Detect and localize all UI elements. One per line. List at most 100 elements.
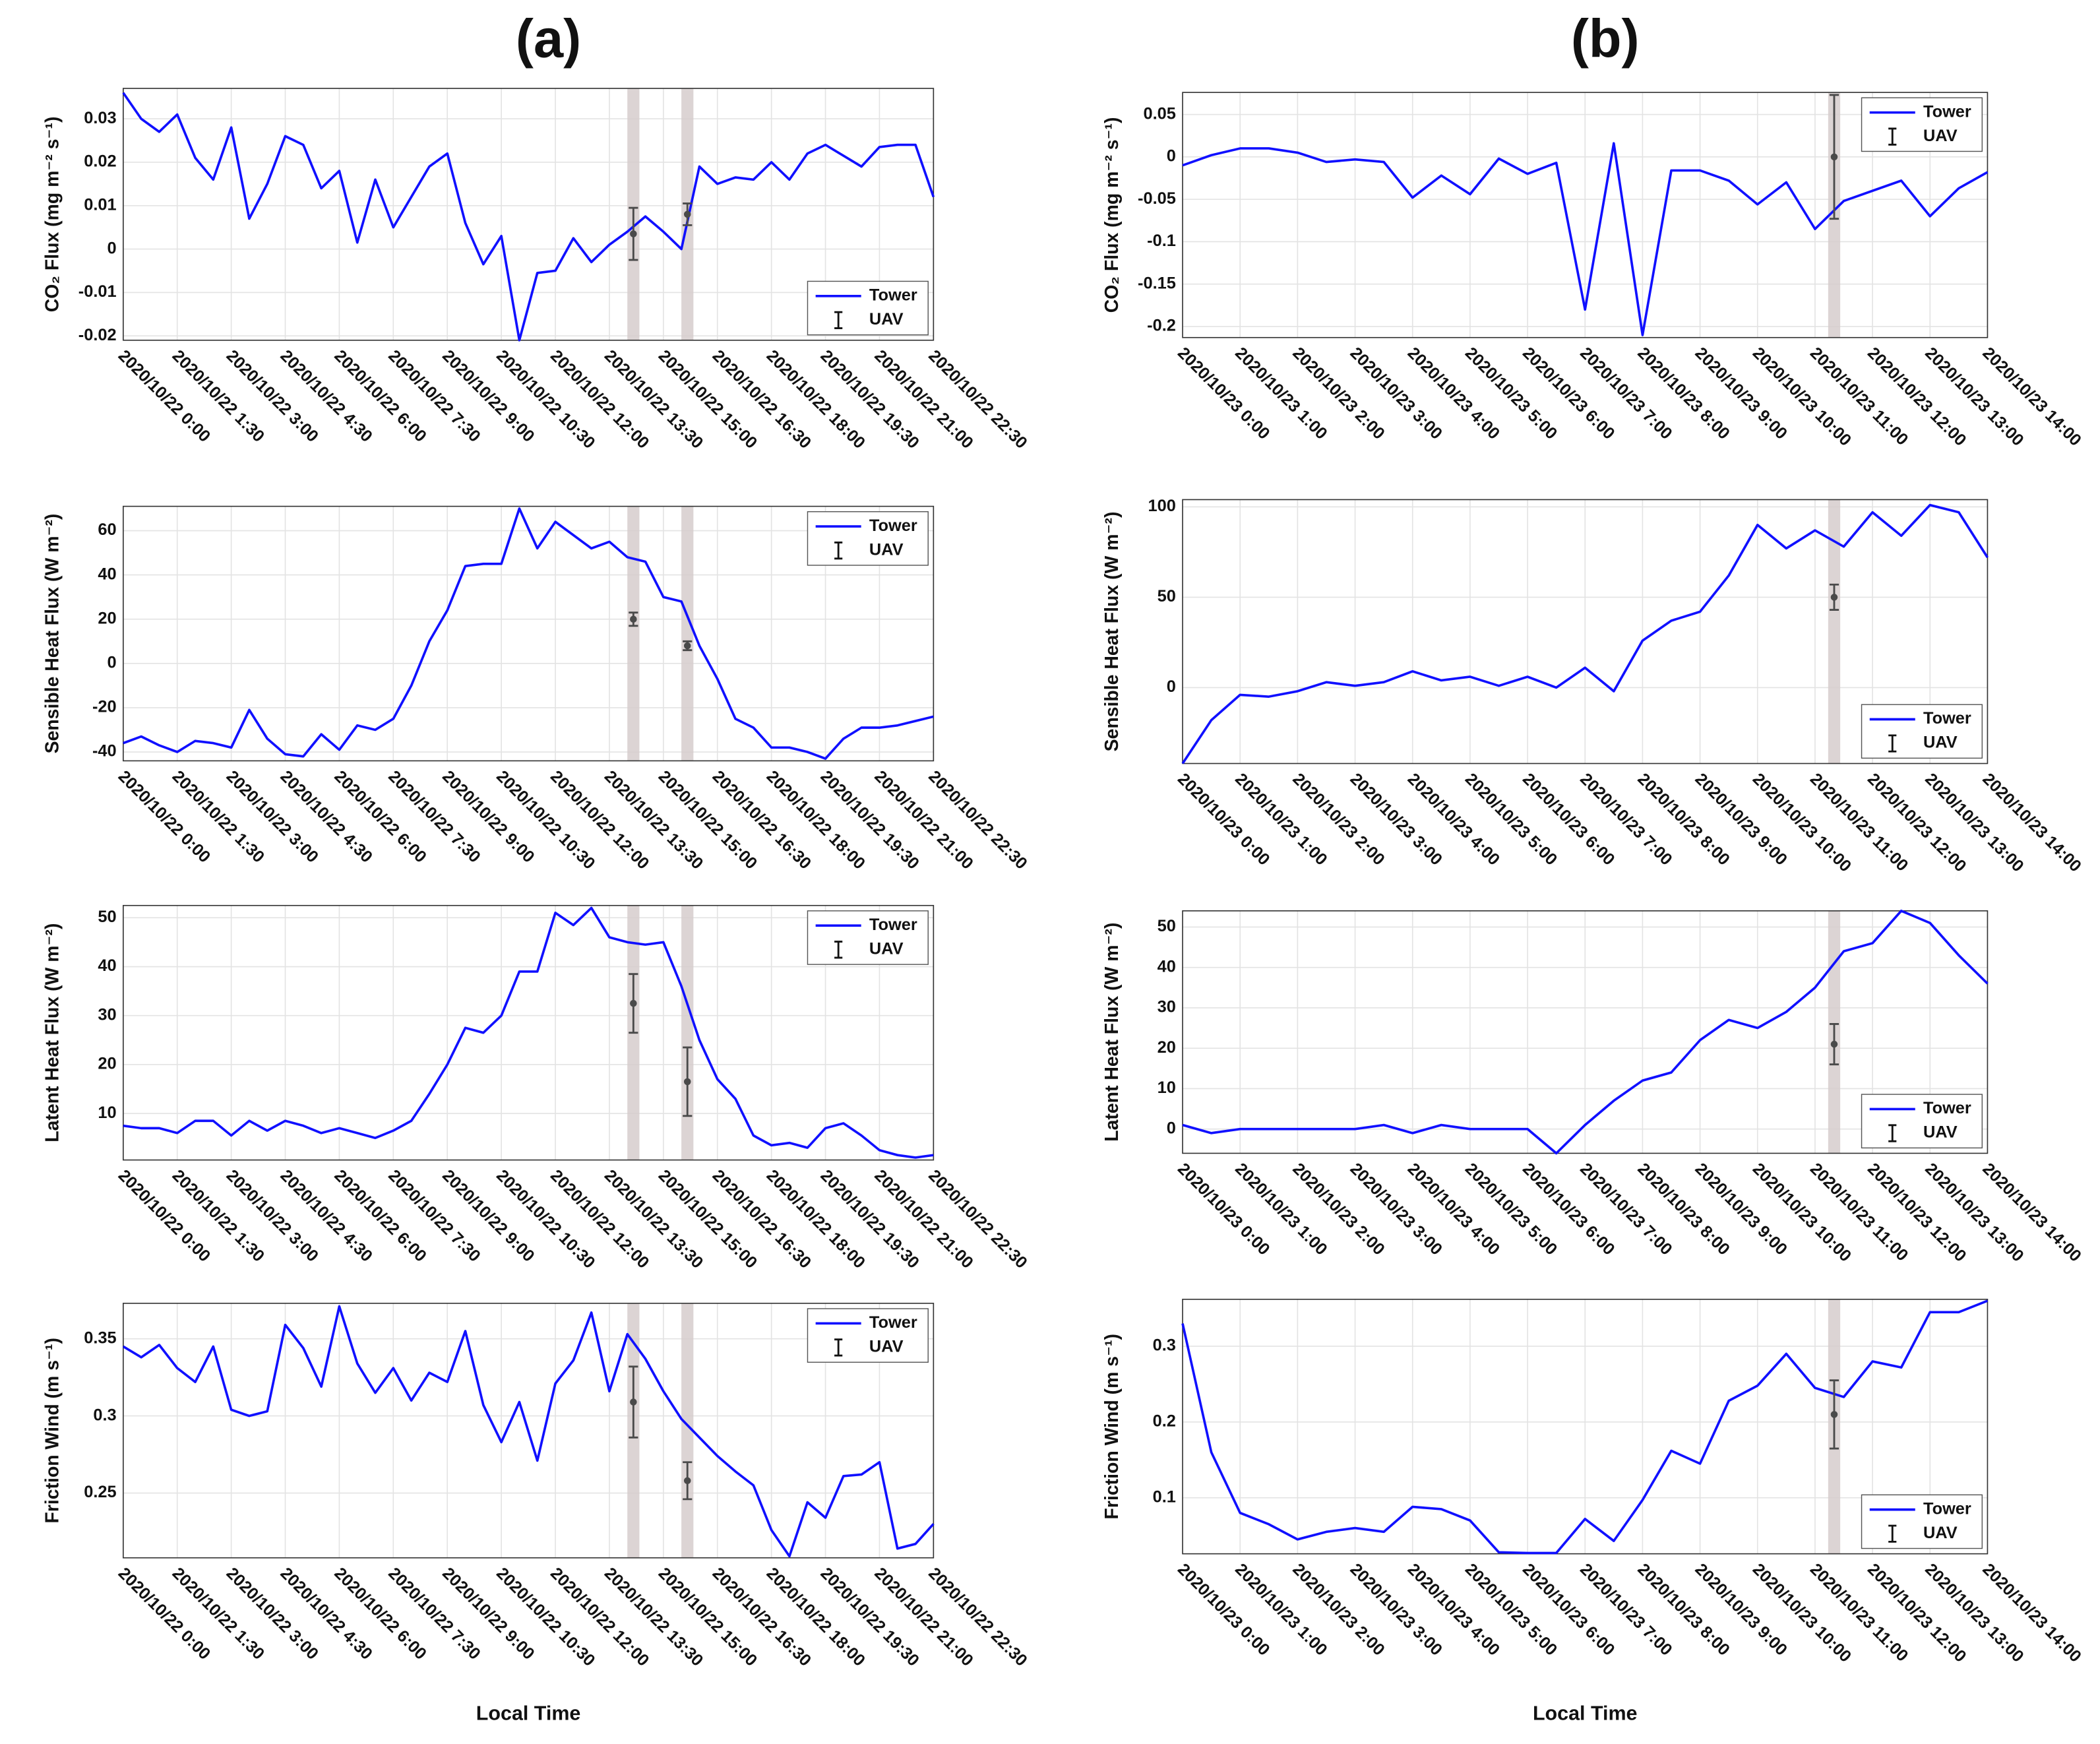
y-tick-label: 20	[98, 1055, 116, 1073]
x-tick-label: 2020/10/22 0:00	[115, 1166, 214, 1266]
flight-band	[1828, 499, 1841, 764]
y-axis-label: Friction Wind (m s⁻¹)	[1101, 1334, 1123, 1519]
x-tick-label: 2020/10/22 18:00	[763, 1166, 869, 1272]
x-tick-label: 2020/10/22 7:30	[385, 1166, 483, 1266]
x-tick-label: 2020/10/22 3:00	[223, 1564, 322, 1664]
x-tick-label: 2020/10/22 21:00	[871, 1564, 976, 1669]
y-tick-label: 10	[98, 1104, 116, 1122]
x-tick-label: 2020/10/22 22:30	[925, 346, 1030, 452]
tower-line	[1181, 1299, 1989, 1555]
legend-swatch	[834, 1338, 843, 1357]
uav-point	[630, 999, 637, 1007]
y-tick-label: 30	[1158, 998, 1176, 1016]
legend-swatch	[1888, 1124, 1897, 1142]
x-tick-label: 2020/10/23 10:00	[1749, 1160, 1855, 1265]
x-tick-label: 2020/10/22 1:30	[169, 346, 268, 446]
y-tick-label: 0.35	[84, 1328, 116, 1347]
x-tick-label: 2020/10/22 21:00	[871, 346, 976, 452]
x-tick-label: 2020/10/22 9:00	[439, 1564, 538, 1664]
plot-area	[123, 905, 934, 1160]
y-tick-label: 0.03	[84, 109, 116, 127]
x-tick-label: 2020/10/22 9:00	[439, 1166, 538, 1266]
x-tick-label: 2020/10/22 13:30	[601, 1564, 706, 1669]
y-axis-label: Sensible Heat Flux (W m⁻²)	[1101, 512, 1123, 752]
x-tick-label: 2020/10/23 12:00	[1864, 1160, 1969, 1265]
legend-box	[1861, 97, 1983, 152]
x-tick-label: 2020/10/23 13:00	[1921, 344, 2027, 449]
x-tick-label: 2020/10/22 6:00	[330, 346, 429, 446]
x-tick-label: 2020/10/22 22:30	[925, 767, 1030, 873]
x-tick-label: 2020/10/22 12:00	[547, 1564, 652, 1669]
legend-box	[807, 910, 929, 965]
x-tick-label: 2020/10/22 21:00	[871, 767, 976, 873]
x-tick-label: 2020/10/23 10:00	[1749, 344, 1855, 449]
x-tick-label: 2020/10/22 7:30	[385, 1564, 483, 1664]
x-tick-label: 2020/10/22 12:00	[547, 1166, 652, 1272]
flight-band	[681, 905, 694, 1160]
plot-frame	[123, 1303, 935, 1559]
y-tick-label: 40	[98, 565, 116, 583]
legend-label: Tower	[1923, 1499, 1971, 1518]
uav-point	[683, 1477, 691, 1485]
tower-line	[1181, 503, 1989, 764]
x-tick-label: 2020/10/22 0:00	[115, 346, 214, 446]
legend-label: Tower	[869, 286, 917, 304]
legend-box	[1861, 1494, 1983, 1549]
x-tick-label: 2020/10/22 16:30	[709, 1166, 815, 1272]
plot-frame	[1182, 1298, 1989, 1555]
y-tick-label: -40	[92, 742, 117, 761]
x-tick-label: 2020/10/22 22:30	[925, 1166, 1030, 1272]
x-tick-label: 2020/10/22 4:30	[276, 1166, 375, 1266]
legend-swatch	[834, 941, 843, 959]
x-tick-label: 2020/10/22 4:30	[276, 767, 375, 867]
uav-point	[630, 615, 637, 623]
x-tick-label: 2020/10/22 10:30	[493, 767, 598, 873]
plot-frame	[1182, 92, 1989, 338]
y-tick-label: 50	[1158, 587, 1176, 606]
legend-label: UAV	[869, 1338, 904, 1356]
uav-point	[630, 1398, 637, 1406]
y-tick-label: -0.1	[1147, 232, 1176, 250]
legend-label: UAV	[1923, 733, 1958, 752]
uav-point	[1830, 1411, 1838, 1418]
uav-point	[683, 210, 691, 218]
x-tick-label: 2020/10/22 7:30	[385, 767, 483, 867]
x-tick-label: 2020/10/22 12:00	[547, 767, 652, 873]
x-tick-label: 2020/10/22 3:00	[223, 1166, 322, 1266]
x-tick-label: 2020/10/22 19:30	[817, 1564, 922, 1669]
y-tick-label: 0.1	[1153, 1487, 1176, 1506]
legend-label: UAV	[1923, 127, 1958, 145]
uav-point	[630, 230, 637, 237]
x-tick-label: 2020/10/22 7:30	[385, 346, 483, 446]
y-tick-label: 0.25	[84, 1483, 116, 1501]
uav-point	[1830, 153, 1838, 161]
legend-label: UAV	[869, 310, 904, 328]
legend-swatch	[834, 542, 843, 560]
x-tick-label: 2020/10/23 11:00	[1807, 344, 1911, 449]
legend-swatch	[1888, 127, 1897, 146]
flight-band	[681, 1303, 694, 1558]
legend-label: Tower	[1923, 102, 1971, 121]
legend-swatch	[834, 311, 843, 329]
y-tick-label: -0.05	[1138, 189, 1176, 208]
x-tick-label: 2020/10/22 6:00	[330, 767, 429, 867]
x-tick-label: 2020/10/22 16:30	[709, 346, 815, 452]
x-tick-label: 2020/10/22 18:00	[763, 346, 869, 452]
y-tick-label: 0	[1167, 677, 1176, 696]
x-tick-label: 2020/10/22 15:00	[655, 346, 760, 452]
tower-line	[122, 1305, 935, 1558]
x-tick-label: 2020/10/23 13:00	[1921, 770, 2027, 875]
x-tick-label: 2020/10/23 14:00	[1979, 344, 2084, 449]
y-tick-label: -0.01	[78, 282, 117, 301]
y-tick-label: 0.01	[84, 195, 116, 214]
uav-point	[683, 1078, 691, 1086]
legend-label: Tower	[869, 516, 917, 535]
plot-frame	[123, 904, 935, 1161]
x-tick-label: 2020/10/23 14:00	[1979, 770, 2084, 875]
x-tick-label: 2020/10/22 15:00	[655, 1166, 760, 1272]
x-tick-label: 2020/10/22 10:30	[493, 346, 598, 452]
tower-line	[1182, 142, 1989, 336]
flight-band	[681, 506, 694, 761]
y-axis-label: Latent Heat Flux (W m⁻²)	[42, 923, 63, 1142]
